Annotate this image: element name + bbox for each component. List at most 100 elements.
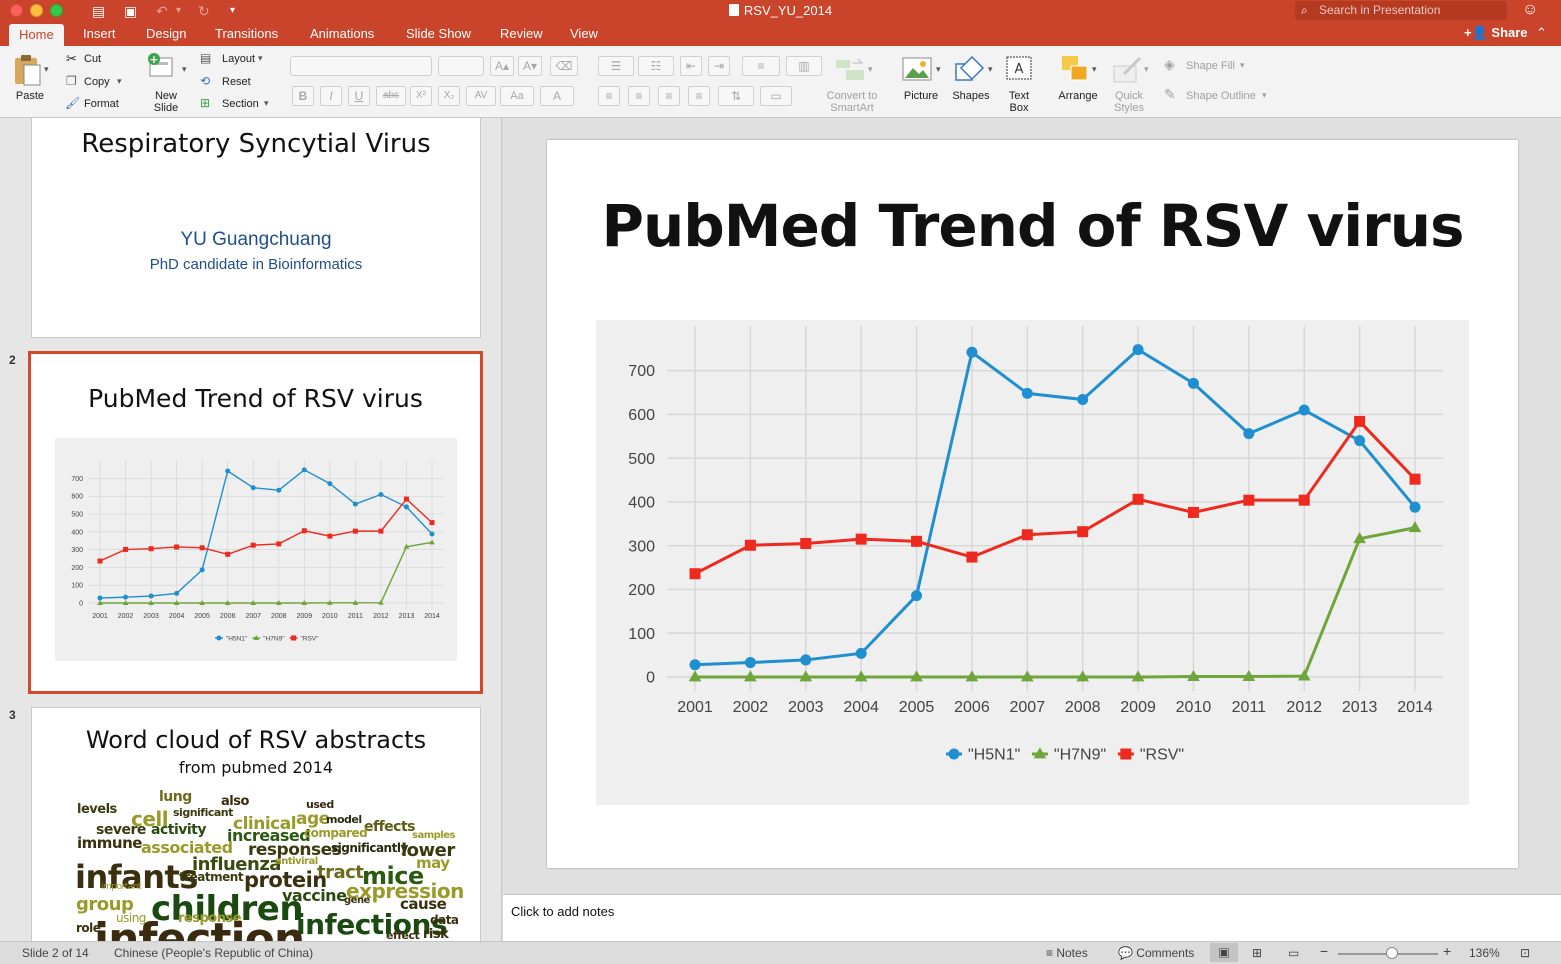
quick-styles-label-2[interactable]: Styles [1114,102,1144,114]
format-painter-button[interactable]: Format [84,98,119,110]
zoom-slider-thumb[interactable] [1386,947,1398,959]
new-slide-label-1[interactable]: New [154,90,177,102]
minimize-window-button[interactable] [30,4,43,17]
clear-formatting-button[interactable]: ⌫ [550,56,578,76]
feedback-smiley-icon[interactable]: ☺ [1522,1,1539,18]
reading-view-icon[interactable]: ▭ [1288,946,1300,960]
tab-review[interactable]: Review [500,26,543,41]
shapes-icon[interactable] [954,54,986,84]
smartart-icon[interactable] [834,56,868,84]
bold-button[interactable]: B [292,86,314,106]
arrange-button[interactable]: Arrange [1058,90,1098,102]
normal-view-icon[interactable]: ▣ [1210,943,1238,962]
current-slide[interactable]: PubMed Trend of RSV virus 0 100 200 300 400 5… [547,140,1518,868]
align-text-button[interactable]: ▭ [760,86,792,106]
shape-fill-dropdown-icon[interactable]: ▾ [1240,60,1245,70]
quick-styles-dropdown-icon[interactable]: ▾ [1144,64,1149,74]
undo-dropdown-icon[interactable]: ▾ [176,5,182,16]
align-right-button[interactable]: ≡ [658,86,680,106]
increase-indent-button[interactable]: ⇥ [708,56,730,76]
bullets-button[interactable]: ☰ [598,56,634,76]
decrease-indent-button[interactable]: ⇤ [680,56,702,76]
slide-title[interactable]: PubMed Trend of RSV virus [547,192,1518,260]
tab-animations[interactable]: Animations [310,26,375,41]
new-slide-label-2[interactable]: Slide [153,102,179,114]
justify-button[interactable]: ≡ [688,86,710,106]
redo-icon[interactable]: ↻ [198,3,210,19]
picture-button[interactable]: Picture [903,90,939,102]
language-indicator[interactable]: Chinese (People's Republic of China) [114,946,314,960]
section-button[interactable]: Section [222,98,259,110]
underline-button[interactable]: U [348,86,370,106]
new-slide-dropdown-icon[interactable]: ▾ [182,64,187,74]
cut-button[interactable]: Cut [84,53,102,65]
quick-styles-label-1[interactable]: Quick [1114,90,1144,102]
picture-icon[interactable] [902,56,932,82]
slide-thumbnail-panel[interactable]: Respiratory Syncytial Virus YU Guangchua… [0,118,502,941]
font-size-select[interactable] [438,56,484,76]
arrange-icon[interactable] [1060,54,1090,84]
paste-button[interactable]: Paste [15,90,45,102]
tab-view[interactable]: View [570,26,598,41]
comments-toggle[interactable]: 💬 Comments [1118,946,1194,960]
strikethrough-button[interactable]: abc [376,86,406,106]
paste-icon[interactable] [12,54,42,86]
shape-outline-dropdown-icon[interactable]: ▾ [1262,90,1267,100]
superscript-button[interactable]: X² [410,86,432,106]
shapes-dropdown-icon[interactable]: ▾ [988,64,993,74]
fit-to-window-icon[interactable]: ⊡ [1520,946,1531,960]
share-button[interactable]: +👤 Share [1464,25,1528,41]
tab-home[interactable]: Home [9,24,64,46]
section-dropdown-icon[interactable]: ▾ [264,98,269,108]
collapse-ribbon-icon[interactable]: ⌃ [1536,25,1547,40]
italic-button[interactable]: I [320,86,342,106]
text-direction-button[interactable]: ⇅ [718,86,754,106]
convert-smartart-label-1[interactable]: Convert to [826,90,878,102]
tab-insert[interactable]: Insert [83,26,116,41]
undo-icon[interactable]: ↶ [156,3,168,19]
notes-pane[interactable]: Click to add notes [503,894,1561,941]
slide-thumbnail-1[interactable]: Respiratory Syncytial Virus YU Guangchua… [31,118,481,338]
decrease-font-size-button[interactable]: A▾ [518,56,542,76]
tab-design[interactable]: Design [146,26,187,41]
layout-dropdown-icon[interactable]: ▾ [258,53,263,63]
zoom-in-icon[interactable]: + [1443,943,1452,959]
slide-thumbnail-3[interactable]: Word cloud of RSV abstracts from pubmed … [31,707,481,941]
smartart-dropdown-icon[interactable]: ▾ [868,64,873,74]
convert-smartart-label-2[interactable]: SmartArt [830,102,874,114]
copy-button[interactable]: Copy [84,76,110,88]
shape-fill-button[interactable]: Shape Fill [1186,60,1235,72]
layout-button[interactable]: Layout [222,53,256,65]
text-box-icon[interactable]: A [1005,54,1033,82]
shapes-button[interactable]: Shapes [952,90,990,102]
zoom-out-icon[interactable]: − [1320,943,1329,959]
align-left-button[interactable]: ≡ [598,86,620,106]
subscript-button[interactable]: X₂ [438,86,460,106]
paste-dropdown-icon[interactable]: ▾ [44,64,49,74]
search-input[interactable]: ⌕ Search in Presentation [1295,1,1507,20]
save-icon[interactable]: ▣ [124,3,138,19]
numbering-button[interactable]: ☷ [638,56,674,76]
increase-font-size-button[interactable]: A▴ [490,56,514,76]
font-name-select[interactable] [290,56,432,76]
character-spacing-button[interactable]: AV [466,86,496,106]
slide-thumbnail-2[interactable]: PubMed Trend of RSV virus 0 100 200 300 400 5… [28,351,483,694]
font-color-button[interactable]: A [540,86,574,106]
line-chart[interactable]: 0 100 200 300 400 500 600 700 2001 2002 2003 2004 20… [596,320,1469,805]
zoom-window-button[interactable] [50,4,63,17]
copy-dropdown-icon[interactable]: ▾ [117,76,122,86]
picture-dropdown-icon[interactable]: ▾ [936,64,941,74]
slide-sorter-view-icon[interactable]: ⊞ [1252,946,1263,960]
reset-button[interactable]: Reset [222,76,251,88]
tab-transitions[interactable]: Transitions [215,26,279,41]
quick-styles-icon[interactable] [1112,54,1144,84]
arrange-dropdown-icon[interactable]: ▾ [1092,64,1097,74]
zoom-level[interactable]: 136% [1469,946,1500,960]
text-box-label-1[interactable]: Text [1008,90,1030,102]
align-center-button[interactable]: ≡ [628,86,650,106]
new-slide-icon[interactable]: + [146,52,176,82]
close-window-button[interactable] [10,4,23,17]
columns-button[interactable]: ▥ [786,56,822,76]
customize-toolbar-icon[interactable]: ▾ [230,5,236,16]
text-box-label-2[interactable]: Box [1009,102,1029,114]
